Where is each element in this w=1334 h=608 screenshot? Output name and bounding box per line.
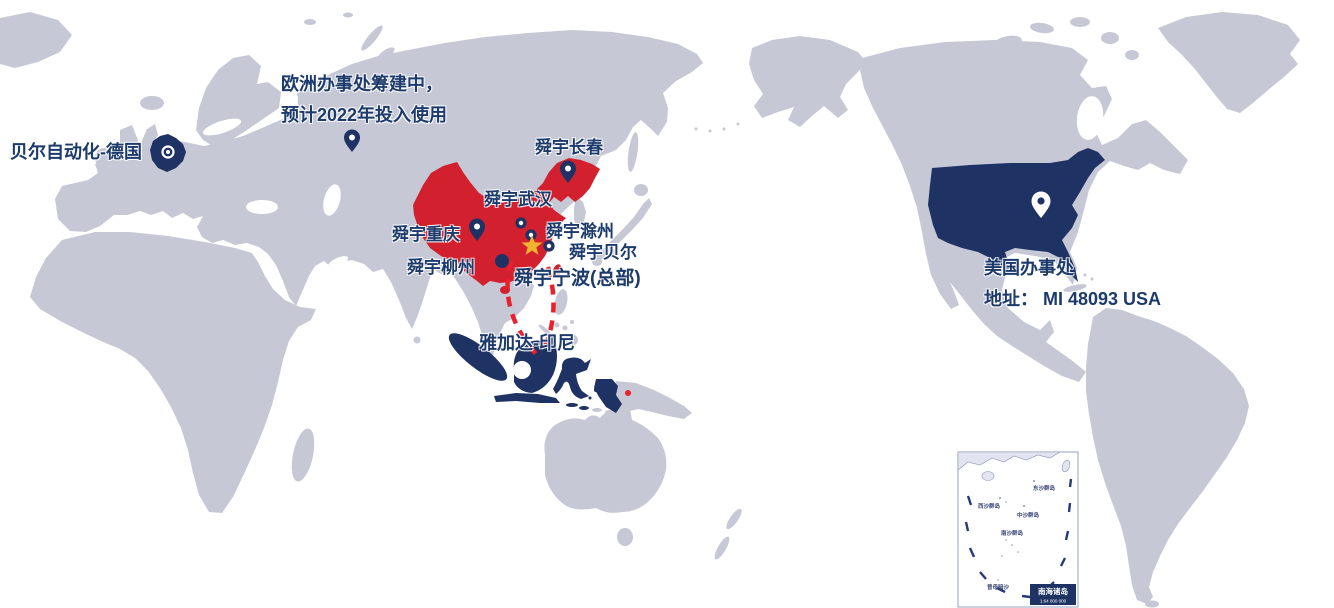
germany-label: 贝尔自动化-德国 [10,142,142,162]
indonesia-shapes [448,333,622,413]
usa-shape [928,148,1105,282]
usa-label-line1: 美国办事处 [984,258,1074,278]
europe-label: 欧洲办事处筹建中， 预计2022年投入使用 [281,74,447,135]
liuzhou-label: 舜宇柳州 [407,258,475,277]
inset-label-zengmu: 曾母暗沙 [987,583,1010,591]
inset-islands [997,480,1035,581]
nine-dash-line [505,260,556,356]
wuhan-label: 舜宇武汉 [484,190,552,209]
inset-label-dongsha: 东沙群岛 [1033,484,1056,492]
inset-title: 南海诸岛 [1038,586,1068,596]
inset-dash-line [964,478,1073,599]
chongqing-label: 舜宇重庆 [392,225,460,244]
changchun-label: 舜宇长春 [535,138,603,157]
jakarta-label: 雅加达-印尼 [479,333,575,353]
highlighted-countries [150,134,1105,413]
gear-icon [154,138,182,166]
papua-red-dot [625,390,631,396]
ningbo-label: 舜宇宁波(总部) [514,268,641,289]
europe-label-line1: 欧洲办事处筹建中， [281,74,443,94]
bell-label: 舜宇贝尔 [569,243,637,262]
liuzhou-dot-icon [495,254,509,268]
jakarta-circle-icon [513,361,531,379]
continents [0,12,1300,608]
inset-label-xisha: 西沙群岛 [978,502,1001,510]
usa-label: 美国办事处 地址： MI 48093 USA [984,258,1161,319]
europe-label-line2: 预计2022年投入使用 [281,104,448,125]
usa-label-line2: 地址： MI 48093 USA [984,288,1162,309]
chuzhou-label: 舜宇滁州 [546,222,614,241]
inland-seas [202,92,1104,268]
markers [154,129,1051,379]
wuhan-ring-icon [515,217,527,229]
inset-scale: 1:64 000 000 [1040,599,1067,604]
inset-label-nansha: 南沙群岛 [1001,529,1024,537]
south-china-sea-inset: 东沙群岛 西沙群岛 中沙群岛 南沙群岛 曾母暗沙 南海诸岛 1:64 000 0… [957,451,1079,608]
inset-label-zhongsha: 中沙群岛 [1017,511,1040,519]
